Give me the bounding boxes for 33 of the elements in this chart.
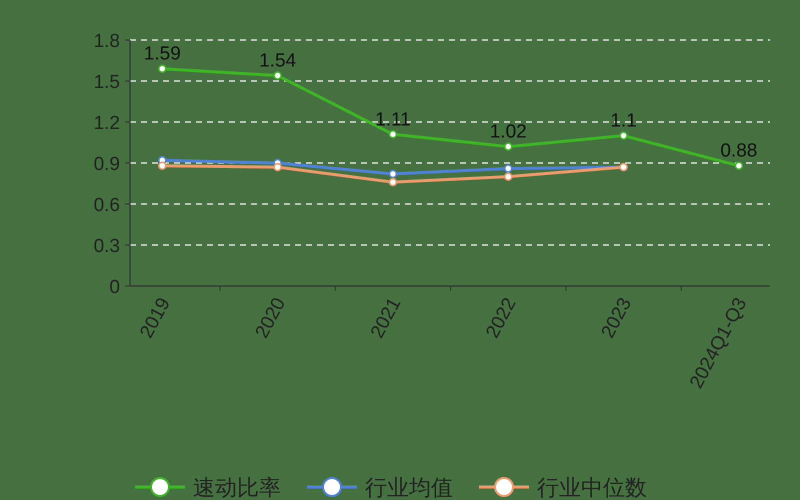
point [158, 161, 167, 170]
data-label: 1.02 [490, 122, 527, 143]
data-label: 1.11 [375, 109, 411, 130]
legend-label: 行业中位数 [537, 475, 647, 500]
data-label: 0.88 [720, 140, 758, 162]
point [158, 64, 167, 73]
point [734, 161, 744, 170]
legend-label: 速动比率 [193, 475, 281, 500]
x-tick-label: 2019 [136, 294, 175, 342]
point [388, 170, 398, 178]
point [273, 162, 282, 172]
y-tick-label: 0.6 [94, 195, 120, 216]
point [388, 178, 398, 186]
y-tick-label: 0 [109, 277, 120, 298]
point [619, 131, 628, 140]
y-tick-label: 0.9 [94, 154, 120, 175]
x-tick-label: 2023 [598, 294, 636, 342]
point [504, 172, 512, 181]
y-tick-label: 0.3 [94, 236, 120, 257]
data-label: 1.59 [144, 44, 181, 65]
y-tick-label: 1.8 [94, 31, 120, 52]
point [388, 130, 398, 139]
data-label: 1.1 [610, 110, 637, 132]
legend-label: 行业均值 [365, 475, 453, 500]
y-tick-label: 1.5 [94, 72, 120, 93]
y-tick-label: 1.2 [94, 113, 120, 134]
x-tick-label: 2021 [366, 294, 406, 342]
point [504, 142, 512, 151]
point [273, 71, 282, 80]
x-tick-label: 2020 [252, 294, 290, 342]
x-tick-label: 2022 [482, 294, 521, 342]
point [504, 164, 512, 173]
data-label: 1.54 [259, 50, 297, 72]
